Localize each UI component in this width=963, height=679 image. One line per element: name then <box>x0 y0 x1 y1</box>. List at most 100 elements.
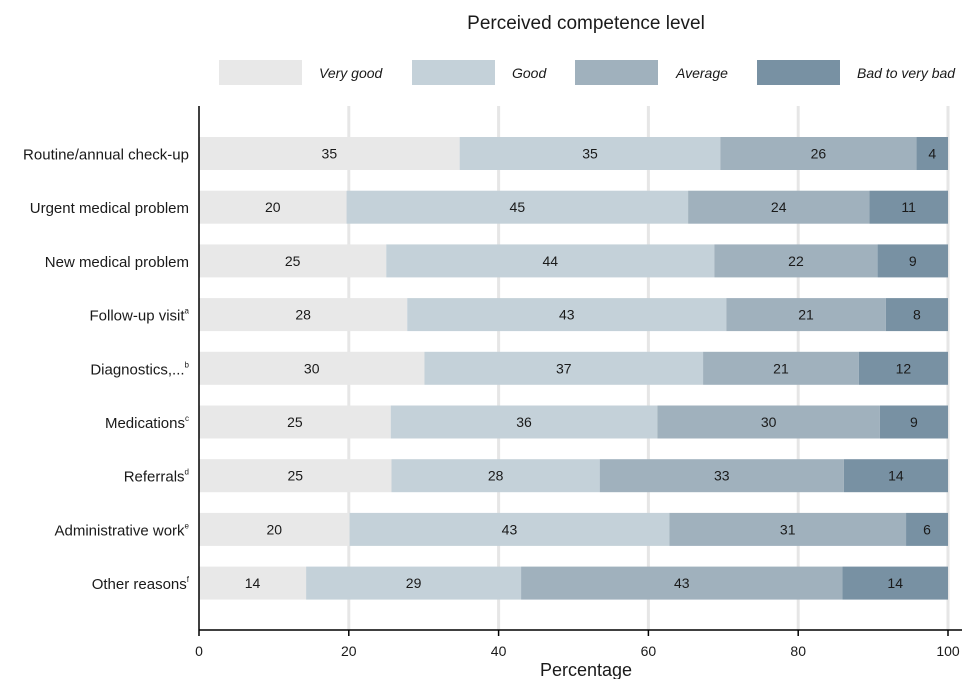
data-label: 28 <box>295 307 311 323</box>
bar-segment <box>877 244 948 278</box>
bar-segment <box>720 137 917 170</box>
bar-segment <box>657 405 880 439</box>
bar-segment <box>199 137 460 170</box>
data-label: 28 <box>488 468 504 484</box>
legend: Very good Good Average Bad to very bad <box>219 60 956 85</box>
x-tick-label: 20 <box>341 643 357 659</box>
bar-segment <box>386 244 715 278</box>
category-label: Referralsd <box>124 468 189 486</box>
legend-swatch <box>757 60 840 85</box>
bar-segment <box>906 512 948 546</box>
data-label: 26 <box>811 146 827 162</box>
bar-segment <box>599 459 844 493</box>
data-label: 43 <box>502 521 518 537</box>
x-tick-label: 80 <box>790 643 806 659</box>
bar-segment <box>349 512 670 546</box>
data-label: 30 <box>304 360 320 376</box>
bar-segment <box>199 566 307 600</box>
legend-swatch <box>412 60 495 85</box>
data-label: 6 <box>923 521 931 537</box>
data-label: 43 <box>559 307 575 323</box>
data-label: 25 <box>287 468 303 484</box>
legend-label: Very good <box>319 65 384 81</box>
category-label: New medical problem <box>45 254 189 271</box>
x-tick-label: 40 <box>491 643 507 659</box>
data-label: 12 <box>896 360 912 376</box>
bar-segment <box>407 298 727 332</box>
data-label: 29 <box>406 575 422 591</box>
x-axis-label: Percentage <box>540 660 632 679</box>
legend-label: Average <box>675 65 728 81</box>
bar-segment <box>688 190 870 224</box>
data-label: 44 <box>542 253 558 269</box>
bar-segment <box>390 405 658 439</box>
data-label: 11 <box>901 199 916 215</box>
bar-segment <box>346 190 689 224</box>
bar-segment <box>391 459 600 493</box>
bar-segment <box>879 405 948 439</box>
bar-segment <box>306 566 522 600</box>
data-label: 22 <box>788 253 804 269</box>
data-label: 20 <box>265 199 281 215</box>
category-label: Follow-up visita <box>90 307 190 325</box>
data-label: 9 <box>910 414 918 430</box>
data-label: 31 <box>780 521 796 537</box>
data-label: 14 <box>888 468 904 484</box>
data-label: 37 <box>556 360 572 376</box>
data-label: 35 <box>582 146 598 162</box>
bar-segment <box>869 190 948 224</box>
data-label: 21 <box>773 360 789 376</box>
bar-segment <box>885 298 948 332</box>
data-label: 43 <box>674 575 690 591</box>
data-label: 14 <box>245 575 261 591</box>
bar-segment <box>843 459 948 493</box>
data-label: 30 <box>761 414 777 430</box>
bars: 35 35 26 4 Routine/annual check-up 20 45 24 11 Ur… <box>23 137 948 600</box>
bar-segment <box>199 459 392 493</box>
bar-segment <box>459 137 721 170</box>
category-label: Diagnostics,...b <box>90 360 189 378</box>
bar-segment <box>858 351 948 385</box>
legend-swatch <box>575 60 658 85</box>
x-tick-label: 60 <box>641 643 657 659</box>
bar-segment <box>521 566 843 600</box>
x-tick-label: 0 <box>195 643 203 659</box>
data-label: 8 <box>913 307 921 323</box>
category-label: Medicationsc <box>105 414 189 432</box>
bar-segment <box>669 512 907 546</box>
category-label: Other reasonsf <box>92 575 190 593</box>
bar-segment <box>199 512 350 546</box>
data-label: 21 <box>798 307 814 323</box>
bar-segment <box>199 351 425 385</box>
category-label: Urgent medical problem <box>30 200 189 217</box>
data-label: 4 <box>928 146 936 162</box>
data-label: 9 <box>909 253 917 269</box>
data-label: 14 <box>887 575 903 591</box>
data-label: 25 <box>287 414 303 430</box>
bar-segment <box>199 244 387 278</box>
legend-label: Good <box>512 65 547 81</box>
axes: 0 20 40 60 80 100 <box>195 106 962 659</box>
bar-segment <box>726 298 886 332</box>
legend-label: Bad to very bad <box>857 65 956 81</box>
bar-segment <box>714 244 878 278</box>
category-label: Administrative worke <box>55 521 190 539</box>
bar-segment <box>842 566 948 600</box>
bar-segment <box>703 351 859 385</box>
data-label: 36 <box>516 414 532 430</box>
data-label: 24 <box>771 199 787 215</box>
data-label: 20 <box>266 521 282 537</box>
data-label: 45 <box>510 199 526 215</box>
bar-segment <box>199 190 347 224</box>
bar-segment <box>916 137 948 170</box>
x-tick-label: 100 <box>936 643 960 659</box>
bar-segment <box>424 351 704 385</box>
chart-title: Perceived competence level <box>467 13 705 34</box>
data-label: 35 <box>322 146 338 162</box>
legend-swatch <box>219 60 302 85</box>
data-label: 25 <box>285 253 301 269</box>
data-label: 33 <box>714 468 730 484</box>
category-label: Routine/annual check-up <box>23 147 189 164</box>
bar-segment <box>199 298 408 332</box>
